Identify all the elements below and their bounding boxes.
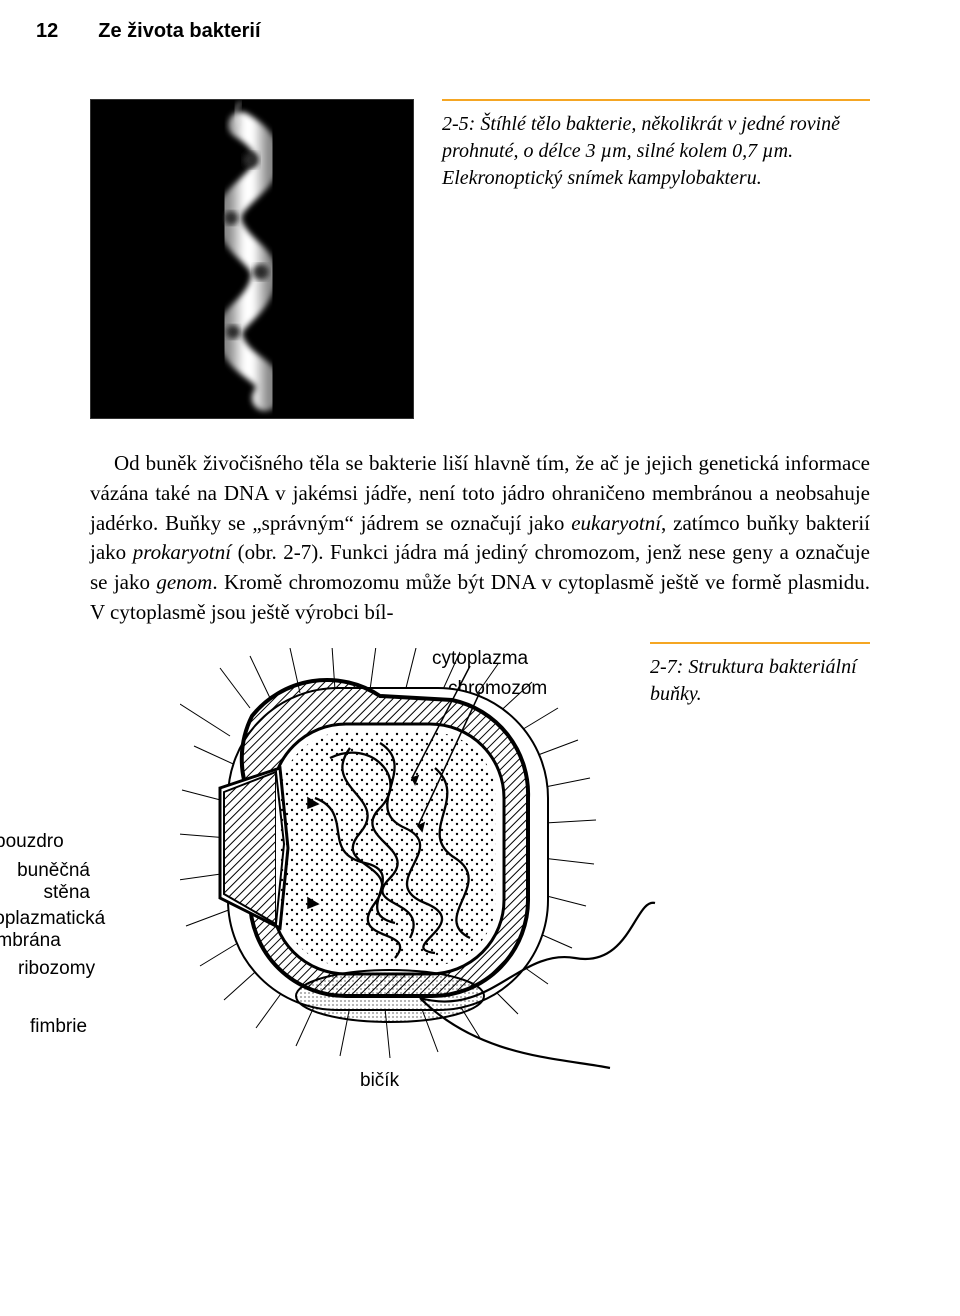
figure-1-caption-box: 2-5: Štíhlé tělo bakterie, několikrát v … bbox=[442, 99, 870, 192]
bacterium-diagram bbox=[180, 648, 660, 1088]
micrograph-image bbox=[90, 99, 414, 419]
label-fimbrie: fimbrie bbox=[30, 1016, 87, 1038]
label-ribozomy: ribozomy bbox=[18, 958, 95, 980]
figure-2-area: pouzdro buněčná stěna cytoplazmatická me… bbox=[0, 628, 960, 1098]
page-number: 12 bbox=[36, 20, 58, 43]
label-bunecna-stena: buněčná stěna bbox=[0, 860, 90, 904]
caption-rule bbox=[442, 99, 870, 101]
caption-rule-2 bbox=[650, 642, 870, 644]
page-header: 12 Ze života bakterií bbox=[0, 0, 960, 59]
figure-1-caption: 2-5: Štíhlé tělo bakterie, několikrát v … bbox=[442, 111, 870, 192]
body-paragraph: Od buněk živočišného těla se bakterie li… bbox=[0, 419, 960, 628]
figure-2-caption-box: 2-7: Struktura bakteriální buňky. bbox=[650, 642, 870, 708]
label-cyto-membrana: cytoplazmatická membrána bbox=[0, 908, 105, 952]
figure-1-row: 2-5: Štíhlé tělo bakterie, několikrát v … bbox=[0, 59, 960, 419]
chapter-title: Ze života bakterií bbox=[98, 20, 260, 43]
label-pouzdro: pouzdro bbox=[0, 831, 64, 853]
figure-2-caption: 2-7: Struktura bakteriální buňky. bbox=[650, 654, 870, 708]
